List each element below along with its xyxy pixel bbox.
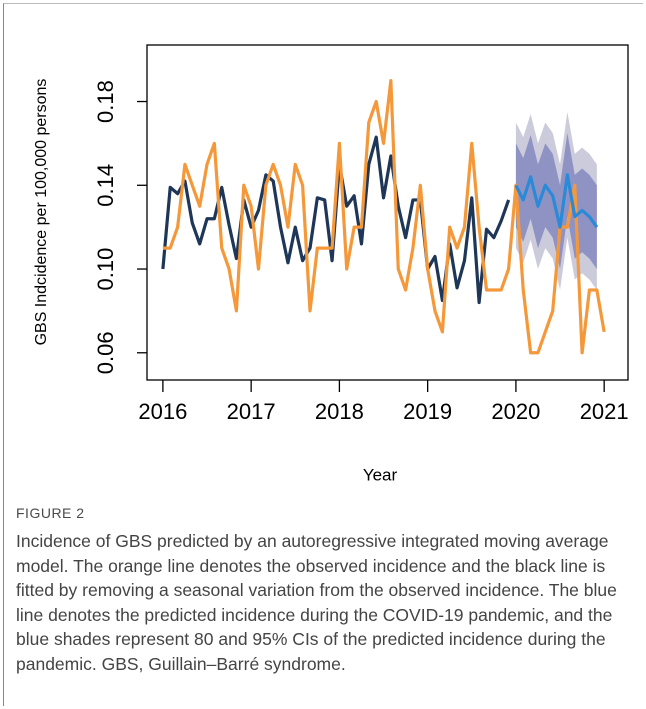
y-tick-label: 0.06 [93,331,118,374]
x-tick-label: 2020 [491,399,540,424]
y-axis-label: GBS Indcidence per 100,000 persons [33,79,50,346]
figure-label: FIGURE 2 [16,505,85,521]
chart: Year GBS Indcidence per 100,000 persons … [33,44,629,484]
x-tick-label: 2018 [315,399,364,424]
x-tick-label: 2016 [138,399,187,424]
y-tick-label: 0.18 [93,80,118,123]
x-tick-label: 2019 [403,399,452,424]
frame [3,3,643,706]
series-line [162,78,606,355]
series-line [514,173,599,229]
figure-caption: Incidence of GBS predicted by an autoreg… [16,531,617,674]
plot-box [146,44,629,381]
x-tick-label: 2017 [227,399,276,424]
y-tick-label: 0.14 [93,164,118,207]
x-axis-label: Year [363,465,398,484]
x-tick-label: 2021 [580,399,629,424]
y-tick-label: 0.10 [93,248,118,291]
